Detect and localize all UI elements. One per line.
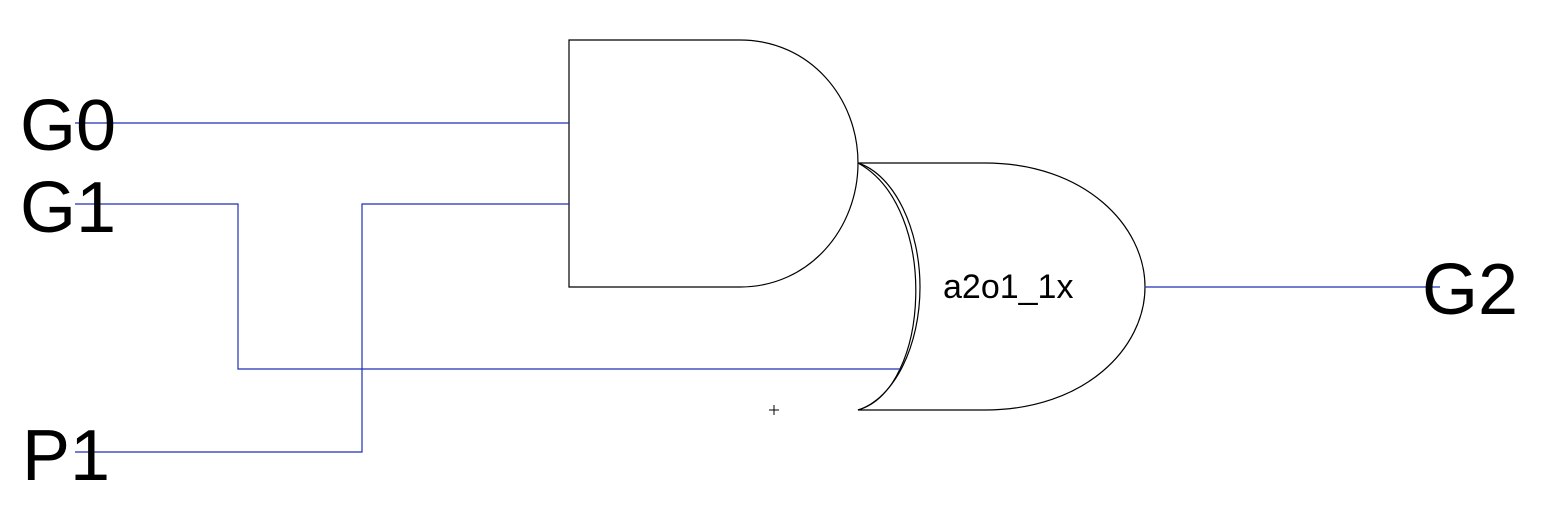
pin-label-g2: G2 (1422, 250, 1518, 330)
wire-g1 (75, 203, 900, 370)
pin-label-g1: G1 (20, 168, 116, 248)
cell-name-label: a2o1_1x (943, 268, 1073, 306)
wire-p1 (75, 203, 569, 453)
pin-label-g0: G0 (20, 86, 116, 166)
and-gate (568, 39, 859, 288)
pin-label-p1: P1 (22, 416, 110, 496)
or-gate (857, 162, 1146, 411)
or-gate-input-curve (857, 162, 921, 411)
